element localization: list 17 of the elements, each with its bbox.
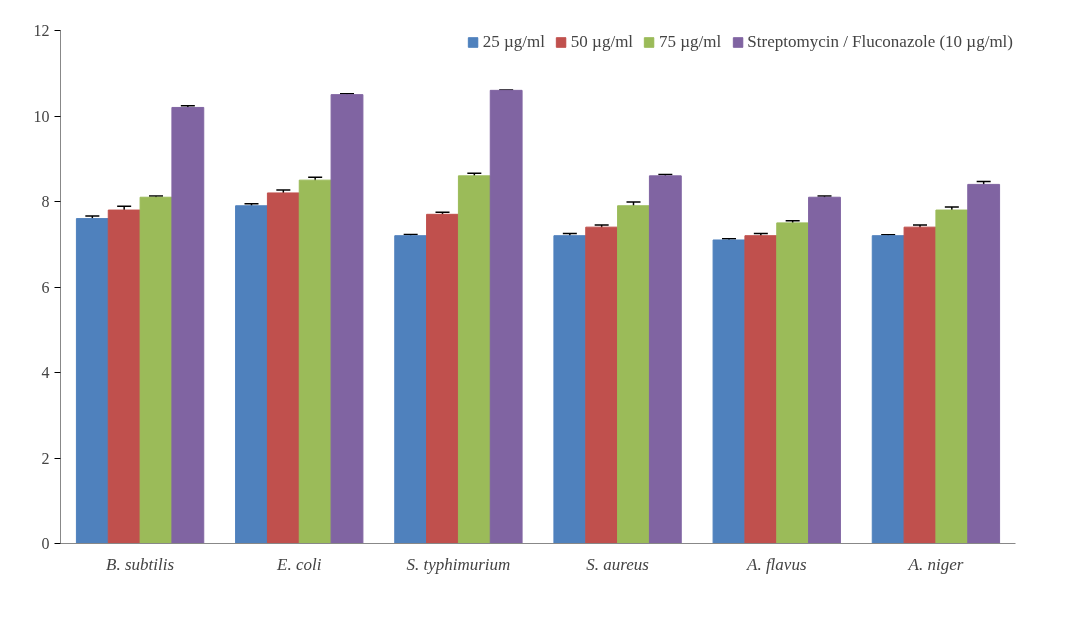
- x-tick-label: E. coli: [276, 554, 322, 574]
- x-tick-label: S. typhimurium: [406, 554, 511, 574]
- x-tick-label: A. niger: [907, 554, 964, 574]
- y-tick-label: 10: [33, 107, 50, 125]
- y-tick-label: 8: [41, 193, 50, 210]
- y-tick-label: 0: [41, 535, 50, 552]
- y-tick-label: 12: [33, 22, 50, 39]
- x-tick-label: B. subtilis: [106, 554, 175, 574]
- legend-label: 25 µg/ml: [482, 32, 545, 52]
- y-tick-label: 4: [41, 364, 50, 381]
- y-tick-label: 2: [41, 449, 50, 467]
- legend-label: 50 µg/ml: [570, 32, 634, 52]
- x-tick-label: A. flavus: [746, 554, 807, 574]
- x-tick-label: S. aureus: [586, 554, 650, 574]
- legend-label: Streptomycin / Fluconazole (10 µg/ml): [747, 32, 1013, 52]
- y-tick-label: 6: [41, 278, 50, 296]
- legend-label: 75 µg/ml: [659, 32, 722, 52]
